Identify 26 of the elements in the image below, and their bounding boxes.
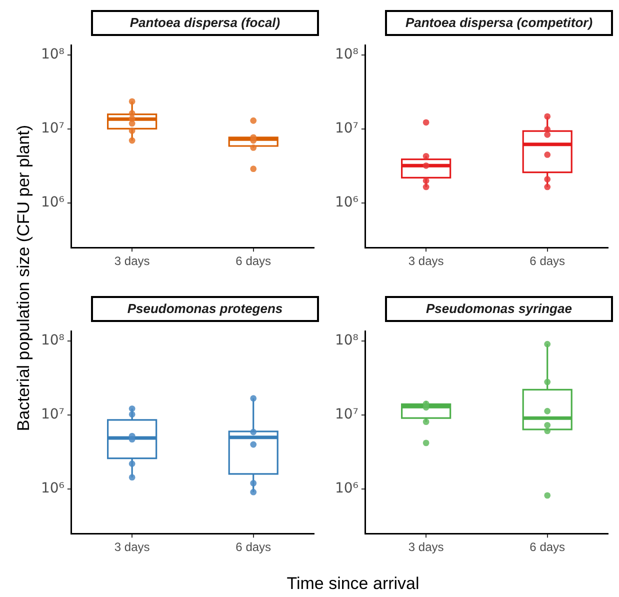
x-tick-label: 6 days	[530, 540, 566, 554]
y-tick-label: 10⁷	[334, 120, 358, 137]
x-tick-label: 6 days	[530, 254, 566, 268]
y-tick-label: 10⁸	[334, 332, 359, 349]
chart-title: Pantoea dispersa (competitor)	[385, 10, 613, 36]
y-tick-label: 10⁸	[334, 46, 359, 63]
chart-title: Pantoea dispersa (focal)	[91, 10, 319, 36]
y-tick-label: 10⁶	[40, 194, 65, 211]
y-tick-label: 10⁶	[334, 480, 359, 497]
x-axis-title: Time since arrival	[286, 574, 420, 594]
chart-title: Pseudomonas syringae	[385, 296, 613, 322]
y-tick-label: 10⁷	[40, 120, 64, 137]
y-tick-label: 10⁷	[334, 406, 358, 423]
x-tick-label: 6 days	[236, 254, 272, 268]
x-tick-label: 3 days	[114, 254, 150, 268]
y-tick-label: 10⁶	[40, 480, 65, 497]
x-tick-label: 3 days	[408, 254, 444, 268]
chart-title: Pseudomonas protegens	[91, 296, 319, 322]
y-axis-title: Bacterial population size (CFU per plant)	[14, 124, 34, 432]
x-tick-label: 3 days	[114, 540, 150, 554]
y-tick-label: 10⁶	[334, 194, 359, 211]
x-tick-label: 6 days	[236, 540, 272, 554]
y-tick-label: 10⁷	[40, 406, 64, 423]
y-tick-label: 10⁸	[40, 46, 65, 63]
y-tick-label: 10⁸	[40, 332, 65, 349]
x-tick-label: 3 days	[408, 540, 444, 554]
